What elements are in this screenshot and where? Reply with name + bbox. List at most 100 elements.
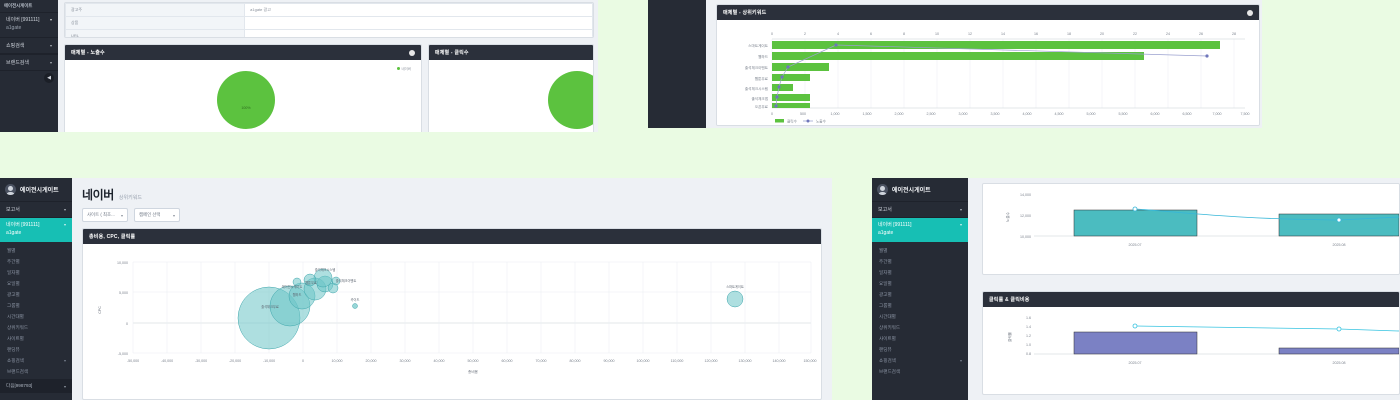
sidebar-item-daily[interactable]: 일자별 <box>872 267 968 278</box>
chevron-down-icon[interactable]: ▾ <box>63 207 66 212</box>
sidebar-item-group[interactable]: 그룹별 <box>872 300 968 311</box>
bar[interactable] <box>1073 209 1198 237</box>
sidebar-item-weekly[interactable]: 주간별 <box>872 256 968 267</box>
sidebar-item-weekday[interactable]: 요일별 <box>872 278 968 289</box>
sidebar-item-hourly[interactable]: 시간대별 <box>872 311 968 322</box>
sidebar-item-brandsearch[interactable]: 브랜드검색 <box>0 366 72 377</box>
sidebar-item-by-site[interactable]: 사이트별 <box>0 333 72 344</box>
sidebar-item-brandsearch[interactable]: 브랜드검색 <box>872 366 968 377</box>
bar[interactable] <box>1278 347 1399 355</box>
sidebar-item-shopping[interactable]: 쇼핑검색 ▾ <box>0 37 58 54</box>
chevron-down-icon[interactable]: ▾ <box>959 358 962 363</box>
svg-text:-20,000: -20,000 <box>229 359 241 363</box>
sidebar-item-shopping[interactable]: 쇼핑검색 ▾ <box>872 355 968 366</box>
data-point[interactable] <box>1132 206 1138 212</box>
data-point[interactable] <box>834 43 838 47</box>
sidebar-item-monthly[interactable]: 월별 <box>0 245 72 256</box>
chevron-down-icon[interactable]: ▾ <box>49 43 52 48</box>
bubble-point[interactable] <box>303 273 317 287</box>
bar[interactable] <box>1278 213 1399 237</box>
bar-series-impressions[interactable] <box>1073 209 1399 237</box>
bubble-point[interactable] <box>726 290 744 308</box>
form-value[interactable] <box>244 16 593 30</box>
form-value[interactable]: a1gate 광고 <box>244 3 593 17</box>
chevron-down-icon[interactable]: ▾ <box>49 17 52 22</box>
site-select[interactable]: 사이트 ( 최초... ▾ <box>82 208 128 222</box>
bar-series-clicks[interactable] <box>772 41 1220 108</box>
bar[interactable] <box>772 103 810 108</box>
brand-header: 에이전시게이트 <box>0 178 72 201</box>
bar[interactable] <box>1073 331 1198 355</box>
svg-text:50,000: 50,000 <box>468 359 479 363</box>
sidebar-item-weekday[interactable]: 요일별 <box>0 278 72 289</box>
x-axis-ticks: 2025.07 2025.08 <box>1129 361 1346 365</box>
form-value[interactable] <box>244 29 593 37</box>
sidebar-section-report[interactable]: 보고서 ▾ <box>0 201 72 218</box>
bar[interactable] <box>772 84 793 91</box>
bubble-point[interactable] <box>331 276 341 286</box>
data-point[interactable] <box>775 95 779 99</box>
data-point[interactable] <box>1336 217 1342 223</box>
data-point[interactable] <box>1336 326 1342 332</box>
data-point[interactable] <box>780 75 784 79</box>
sidebar-top-middle[interactable] <box>648 0 706 128</box>
sidebar-account[interactable]: 네이버 [991111] a1gate ▾ <box>0 12 58 37</box>
sidebar-item-top-keywords[interactable]: 상위키워드 <box>0 322 72 333</box>
bubble-series[interactable] <box>237 268 744 350</box>
chevron-down-icon[interactable]: ▾ <box>63 222 66 227</box>
sidebar-item-shopping[interactable]: 쇼핑검색 ▾ <box>0 355 72 366</box>
brand-name: 에이전시게이트 <box>20 188 59 194</box>
svg-text:2025.08: 2025.08 <box>1333 243 1346 247</box>
data-point[interactable] <box>1205 54 1209 58</box>
sidebar-item-landing[interactable]: 랜딩뷰 <box>0 344 72 355</box>
bubble-point[interactable] <box>292 277 302 287</box>
chevron-down-icon[interactable]: ▾ <box>49 60 52 65</box>
bar[interactable] <box>772 63 829 71</box>
bar[interactable] <box>772 52 1144 60</box>
sidebar-item-top-keywords[interactable]: 상위키워드 <box>872 322 968 333</box>
bubble-point[interactable] <box>352 303 358 309</box>
sidebar-top-left[interactable]: 에이전시게이트 네이버 [991111] a1gate ▾ 쇼핑검색 ▾ 브랜드… <box>0 0 58 132</box>
sidebar-item-brandsearch[interactable]: 브랜드검색 ▾ <box>0 54 58 71</box>
chevron-down-icon[interactable]: ▾ <box>959 207 962 212</box>
sidebar-account-active[interactable]: 네이버 [991111] a1gate ▾ <box>0 218 72 242</box>
pie-slice-naver[interactable] <box>217 71 275 129</box>
sidebar-item-hourly[interactable]: 시간대별 <box>0 311 72 322</box>
sidebar-item-campaign[interactable]: 광고별 <box>872 289 968 300</box>
sidebar-main[interactable]: 에이전시게이트 보고서 ▾ 네이버 [991111] a1gate ▾ 월별 주… <box>0 178 72 400</box>
sidebar-item-group[interactable]: 그룹별 <box>0 300 72 311</box>
sidebar-section-report[interactable]: 보고서 ▾ <box>872 201 968 218</box>
sidebar-item-daily[interactable]: 일자별 <box>0 267 72 278</box>
bar[interactable] <box>772 94 810 101</box>
sidebar-right[interactable]: 에이전시게이트 보고서 ▾ 네이버 [991111] a1gate ▾ 월별 주… <box>872 178 968 400</box>
form-key: 광고주 <box>65 3 246 17</box>
svg-text:CPC: CPC <box>98 306 102 314</box>
pie-slice-naver[interactable] <box>547 71 594 129</box>
chevron-down-icon[interactable]: ▾ <box>63 383 66 389</box>
svg-text:-10,000: -10,000 <box>263 359 275 363</box>
chevron-down-icon[interactable]: ▾ <box>63 358 66 363</box>
sidebar-footer-account[interactable]: 다음[998793] ▾ <box>0 379 72 393</box>
svg-text:130,000: 130,000 <box>739 359 752 363</box>
data-point[interactable] <box>777 85 781 89</box>
sidebar-item-by-site[interactable]: 사이트별 <box>872 333 968 344</box>
sidebar-account-active[interactable]: 네이버 [991111] a1gate ▾ <box>872 218 968 242</box>
sidebar-item-monthly[interactable]: 월별 <box>872 245 968 256</box>
user-avatar-icon <box>5 184 16 195</box>
bar-series-ctr[interactable] <box>1073 331 1399 355</box>
bar[interactable] <box>772 41 1220 49</box>
sidebar-item-landing[interactable]: 랜딩뷰 <box>872 344 968 355</box>
settings-dot-icon[interactable] <box>408 49 415 56</box>
svg-text:4,000: 4,000 <box>1023 112 1032 116</box>
settings-dot-icon[interactable] <box>1247 9 1253 16</box>
sidebar-account-sub: a1gate <box>6 24 22 31</box>
bar[interactable] <box>772 74 810 81</box>
data-point[interactable] <box>1132 323 1138 329</box>
data-point[interactable] <box>786 65 790 69</box>
sidebar-item-campaign[interactable]: 광고별 <box>0 289 72 300</box>
sidebar-item-weekly[interactable]: 주간별 <box>0 256 72 267</box>
data-point[interactable] <box>774 104 778 108</box>
chevron-down-icon[interactable]: ▾ <box>959 222 962 227</box>
campaign-select[interactable]: 캠페인 선택 ▾ <box>134 208 180 222</box>
sidebar-collapse-button[interactable]: ◀ <box>44 73 54 83</box>
